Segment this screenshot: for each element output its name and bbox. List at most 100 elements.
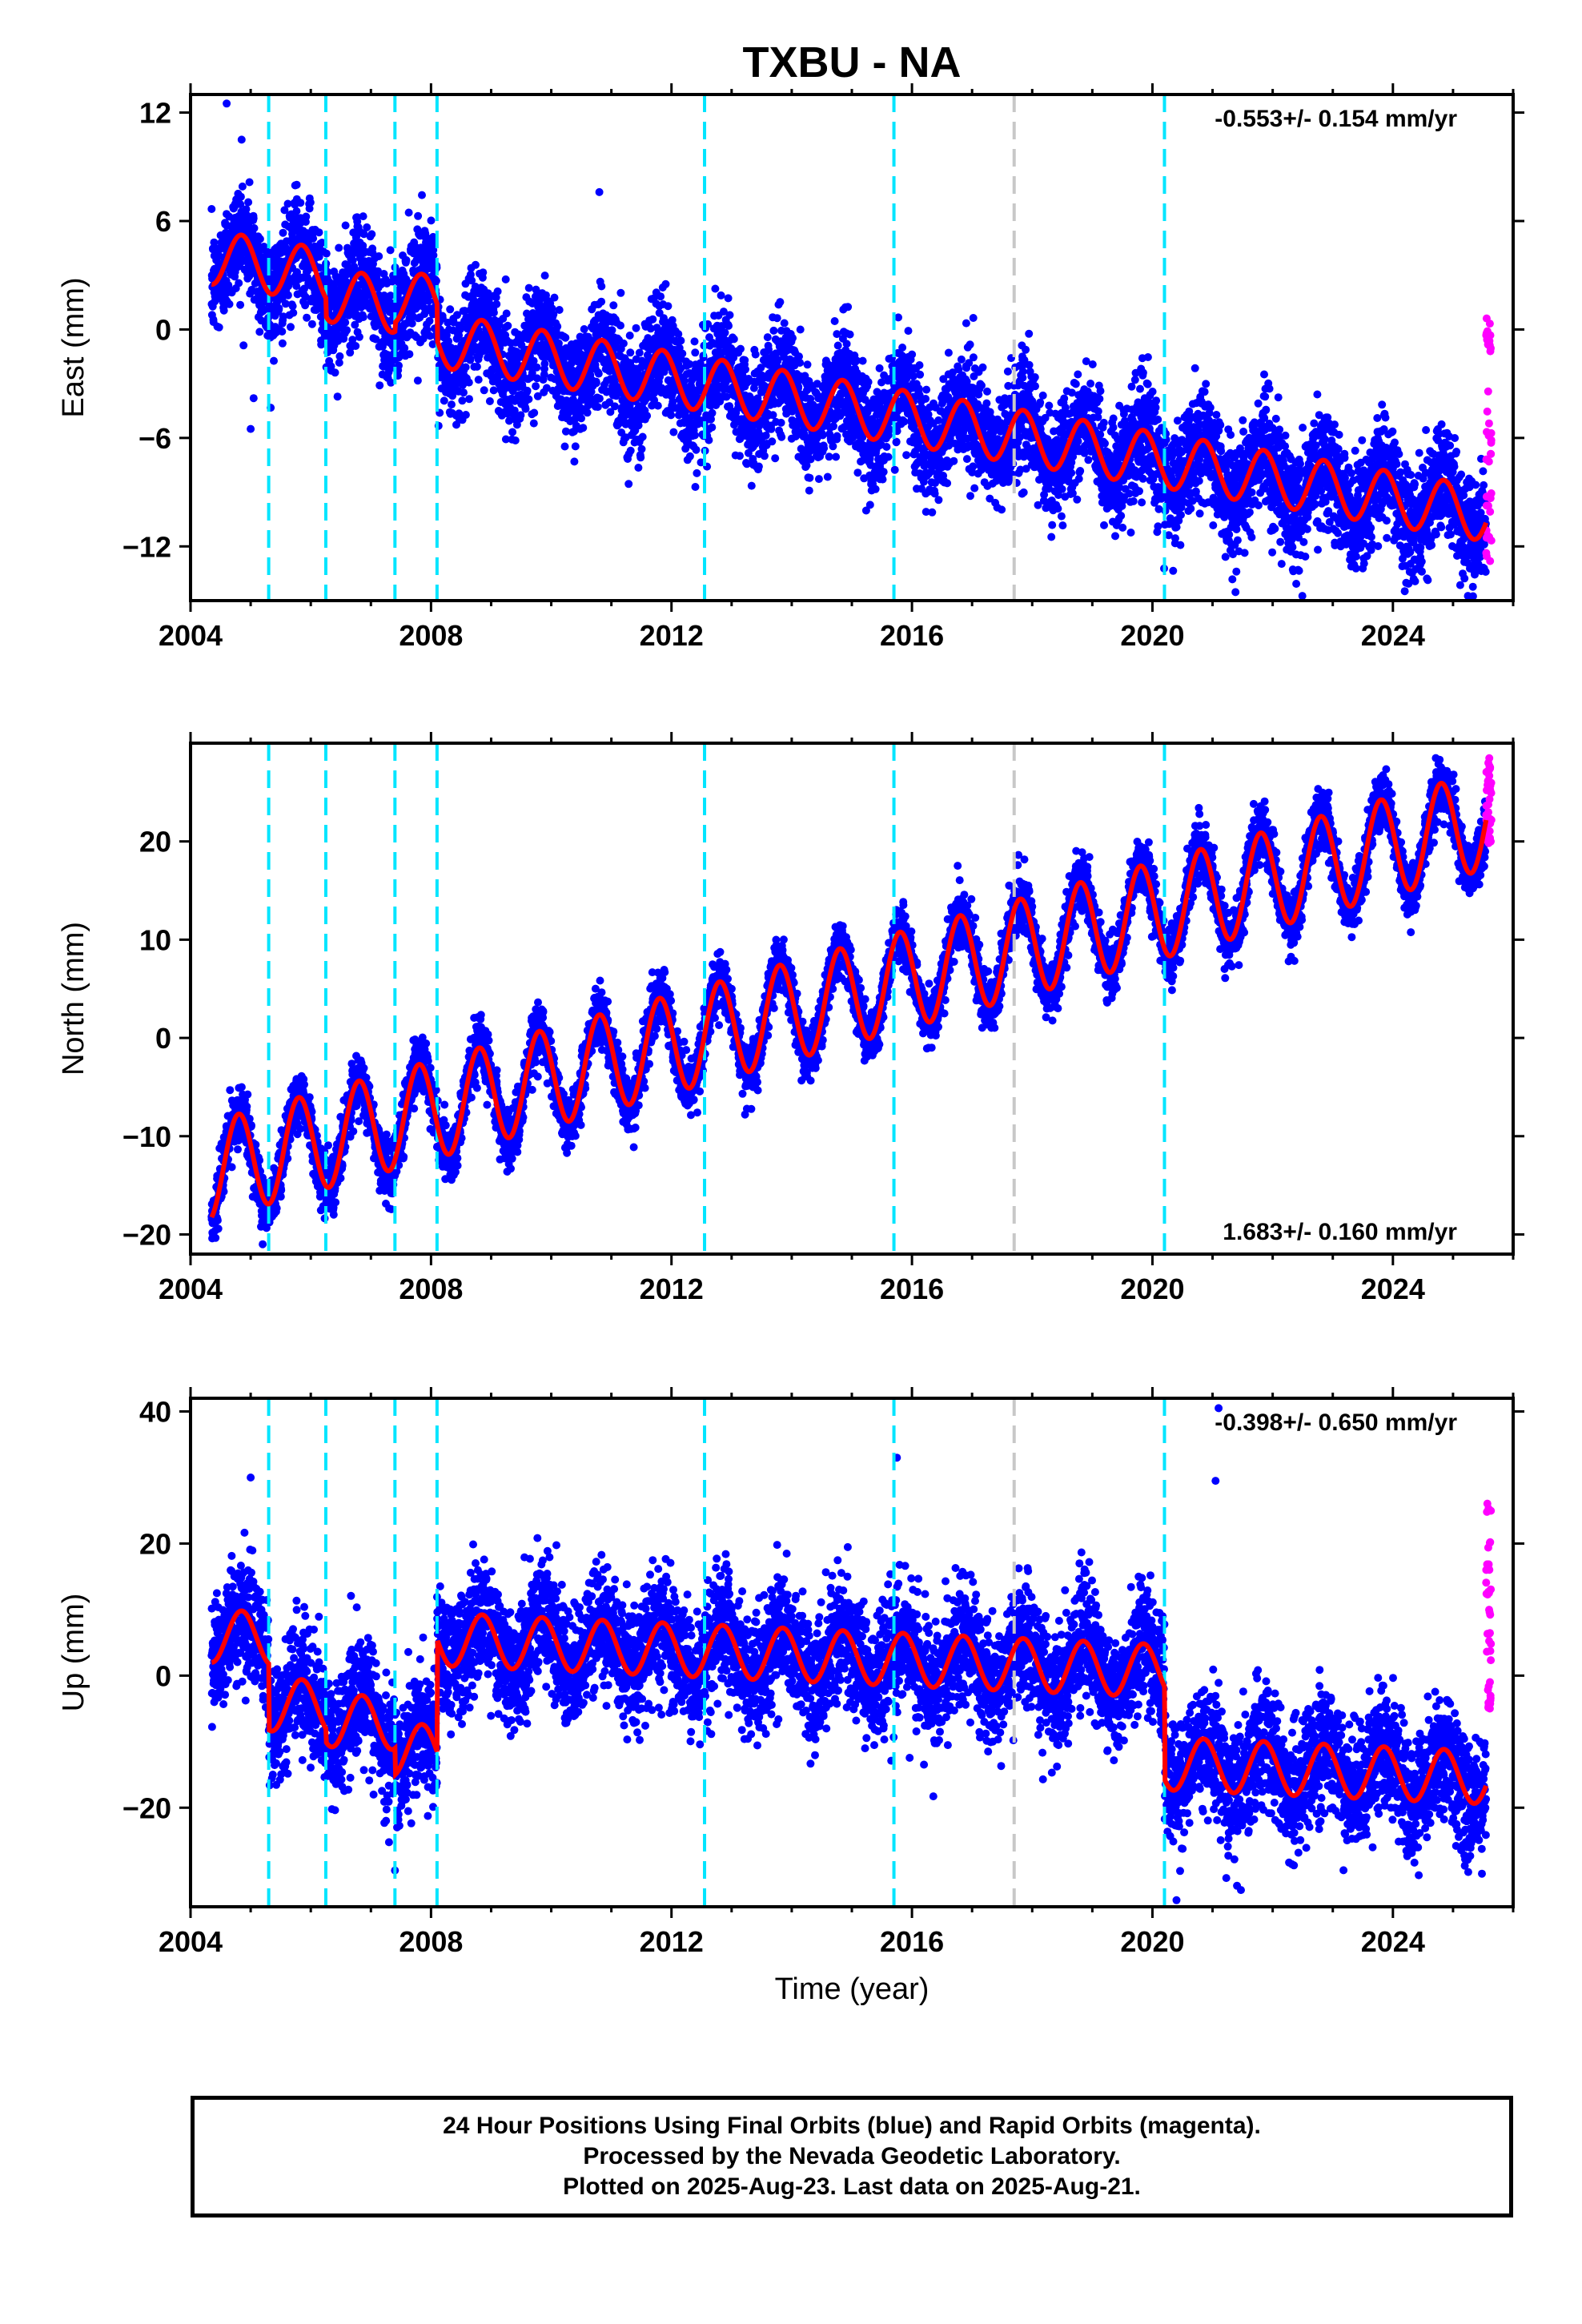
final-orbit-point — [982, 399, 991, 408]
final-orbit-point — [236, 300, 245, 309]
final-orbit-point — [236, 200, 245, 209]
plot-area-east — [207, 94, 1496, 601]
final-orbit-point — [915, 361, 924, 369]
final-orbit-point — [363, 223, 371, 231]
final-orbit-point — [341, 221, 350, 230]
final-orbit-point — [760, 452, 769, 460]
final-orbit-point — [288, 302, 297, 311]
final-orbit-point — [239, 341, 248, 350]
final-orbit-point — [235, 279, 243, 287]
final-orbit-point — [530, 408, 539, 417]
final-orbit-point — [882, 443, 891, 451]
final-orbit-point — [333, 392, 342, 401]
final-orbit-point — [480, 386, 488, 395]
final-orbit-point — [865, 501, 874, 509]
final-orbit-point — [472, 260, 480, 269]
final-orbit-point — [426, 332, 435, 340]
final-orbit-point — [348, 336, 357, 344]
final-orbit-point — [969, 462, 978, 471]
final-orbit-point — [609, 301, 618, 310]
final-orbit-point — [773, 314, 781, 323]
final-orbit-point — [998, 505, 1006, 514]
chart-title: TXBU - NA — [743, 38, 962, 86]
final-orbit-point — [724, 294, 733, 303]
final-orbit-point — [904, 327, 913, 336]
final-orbit-point — [768, 437, 777, 446]
final-orbit-point — [777, 418, 785, 427]
final-orbit-point — [842, 340, 851, 348]
final-orbit-point — [275, 304, 283, 312]
final-orbit-point — [751, 350, 760, 359]
final-orbit-point — [427, 216, 436, 225]
final-orbit-point — [635, 348, 644, 357]
final-orbit-point — [440, 396, 448, 405]
final-orbit-point — [693, 468, 701, 477]
final-orbit-point — [249, 214, 258, 223]
final-orbit-point — [280, 206, 289, 215]
final-orbit-point — [832, 452, 841, 461]
final-orbit-point — [969, 314, 978, 322]
final-orbit-point — [690, 337, 699, 346]
final-orbit-point — [944, 348, 953, 357]
final-orbit-point — [560, 442, 569, 451]
final-orbit-points-east — [207, 99, 1491, 601]
final-orbit-point — [736, 452, 744, 460]
final-orbit-point — [292, 207, 301, 215]
final-orbit-point — [532, 363, 541, 372]
final-orbit-point — [934, 496, 943, 505]
final-orbit-point — [343, 261, 351, 270]
final-orbit-point — [957, 355, 966, 364]
final-orbit-point — [395, 361, 403, 370]
final-orbit-point — [648, 315, 657, 324]
final-orbit-point — [250, 223, 259, 232]
final-orbit-point — [343, 326, 351, 335]
final-orbit-point — [502, 309, 511, 318]
final-orbit-point — [292, 282, 301, 291]
final-orbit-point — [414, 211, 423, 220]
final-orbit-point — [504, 321, 512, 330]
final-orbit-point — [501, 275, 510, 283]
final-orbit-point — [281, 300, 290, 308]
final-orbit-point — [875, 364, 884, 372]
final-orbit-point — [292, 180, 301, 189]
final-orbit-point — [763, 333, 772, 342]
final-orbit-point — [472, 362, 481, 371]
final-orbit-point — [219, 306, 228, 315]
final-orbit-point — [278, 339, 287, 348]
final-orbit-point — [555, 306, 564, 314]
final-orbit-point — [508, 428, 517, 436]
final-orbit-point — [279, 228, 287, 237]
final-orbit-point — [309, 234, 318, 243]
final-orbit-point — [479, 268, 488, 277]
final-orbit-point — [207, 205, 216, 213]
final-orbit-point — [429, 251, 438, 259]
final-orbit-point — [521, 404, 530, 413]
final-orbit-point — [741, 365, 749, 374]
final-orbit-point — [769, 411, 777, 420]
final-orbit-point — [754, 462, 763, 471]
final-orbit-point — [814, 475, 823, 484]
final-orbit-point — [721, 328, 729, 337]
final-orbit-point — [611, 402, 619, 411]
final-orbit-point — [594, 369, 603, 378]
final-orbit-point — [335, 358, 343, 367]
final-orbit-point — [215, 323, 223, 332]
final-orbit-point — [884, 452, 893, 461]
final-orbit-point — [890, 465, 899, 474]
final-orbit-point — [511, 436, 520, 444]
final-orbit-point — [619, 339, 628, 348]
final-orbit-point — [871, 485, 880, 493]
final-orbit-point — [428, 340, 437, 348]
final-orbit-point — [561, 333, 570, 342]
final-orbit-point — [771, 454, 780, 463]
final-orbit-point — [516, 411, 525, 420]
final-orbit-point — [983, 387, 991, 396]
final-orbit-point — [303, 313, 311, 322]
final-orbit-point — [335, 352, 344, 360]
final-orbit-point — [616, 288, 625, 297]
final-orbit-point — [902, 451, 911, 460]
final-orbit-point — [780, 319, 789, 328]
final-orbit-point — [845, 330, 854, 339]
